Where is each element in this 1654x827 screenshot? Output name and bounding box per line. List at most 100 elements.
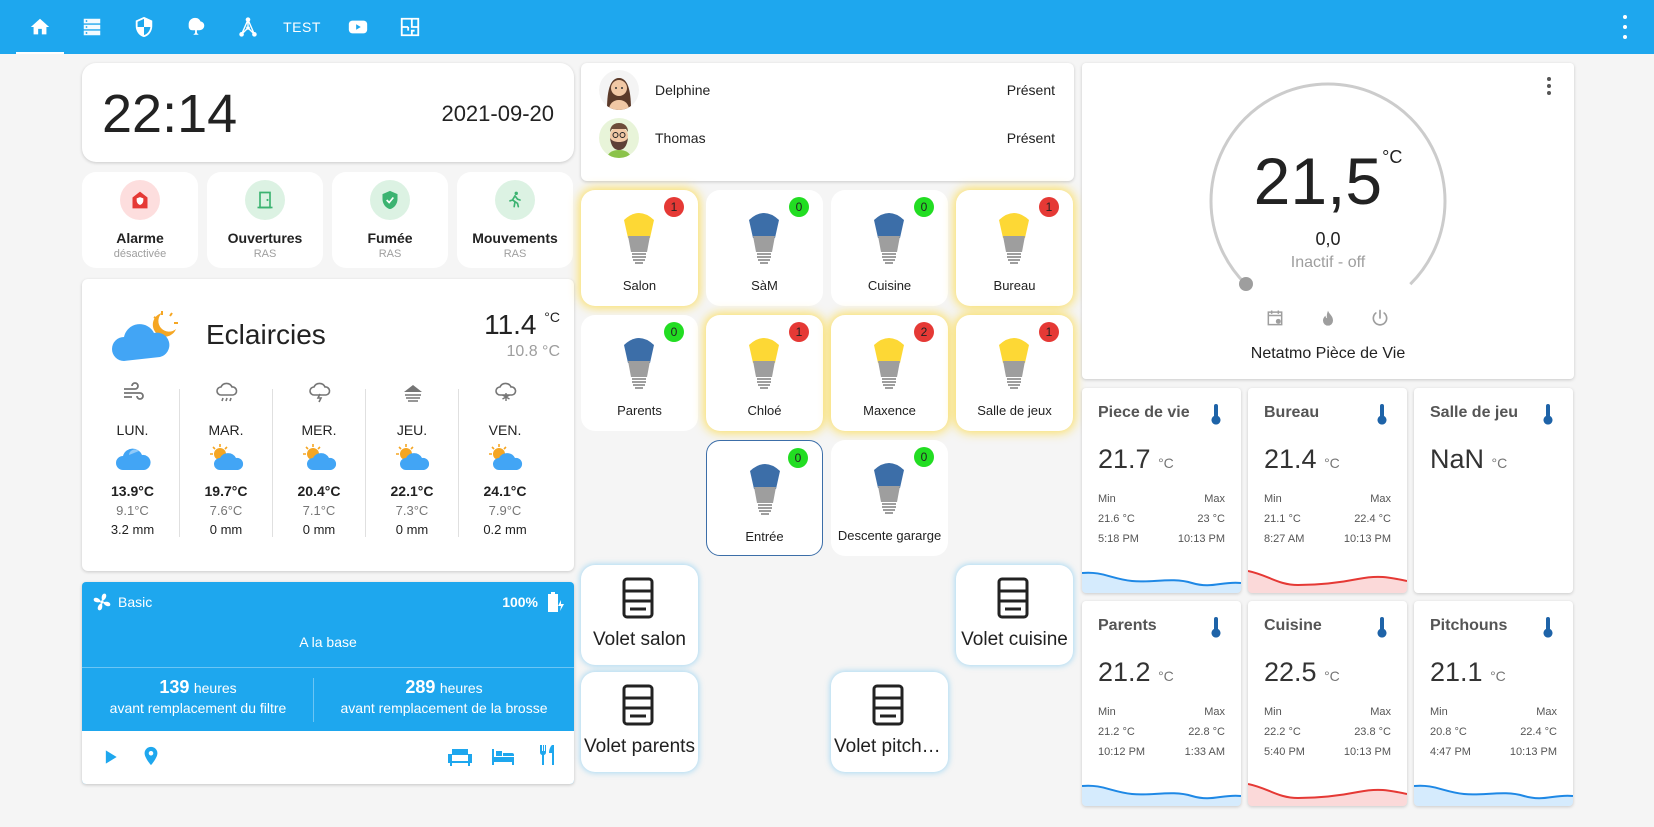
light-tile[interactable]: 0 Entrée: [706, 440, 823, 556]
max-label: Max: [1204, 706, 1225, 718]
avatar: [599, 70, 639, 110]
temperature-sensor-card[interactable]: Parents 21.2 °C Min Max 21.2 °C 22.8 °C 10:12 …: [1082, 601, 1241, 806]
window-shutter-icon: [622, 577, 654, 619]
thermometer-icon: [1211, 404, 1221, 425]
history-graph: [1414, 784, 1573, 806]
clock-time: 22:14: [102, 84, 238, 144]
sensor-name: Piece de vie: [1098, 404, 1190, 421]
shutter-tile[interactable]: Volet parents: [581, 672, 698, 772]
brush-hours: 289: [405, 677, 436, 697]
min-value: 20.8 °C: [1430, 726, 1467, 738]
temperature-sensor-card[interactable]: Bureau 21.4 °C Min Max 21.1 °C 22.4 °C 8:27 AM…: [1248, 388, 1407, 593]
shutter-tile[interactable]: Volet pitchouns: [831, 672, 948, 772]
tab-test[interactable]: TEST: [276, 0, 328, 54]
bed-icon[interactable]: [490, 745, 516, 767]
weather-card[interactable]: Eclaircies 11.4 °C 10.8 °C LUN. 13.9°C 9…: [82, 279, 574, 571]
person-row[interactable]: Thomas Présent: [599, 116, 1055, 160]
schedule-calendar-icon[interactable]: [1265, 308, 1285, 328]
tab-server[interactable]: [66, 0, 118, 54]
forecast-low: 7.6°C: [209, 503, 243, 518]
temperature-sensor-card[interactable]: Cuisine 22.5 °C Min Max 22.2 °C 23.8 °C 5:40 P…: [1248, 601, 1407, 806]
map-marker-icon[interactable]: [140, 744, 162, 768]
sensor-value-number: 21.1: [1430, 657, 1483, 687]
forecast-sun-cloud-icon: [489, 444, 523, 470]
tab-security[interactable]: [118, 0, 170, 54]
thermostat-card: 21,5°C 0,0 Inactif - off Netatmo Pièce d…: [1082, 63, 1574, 379]
vacuum-name: Basic: [118, 594, 153, 610]
sensor-unit: °C: [1158, 455, 1174, 471]
vacuum-status: A la base: [299, 634, 357, 650]
tab-floorplan[interactable]: [384, 0, 436, 54]
forecast-day-label: MAR.: [208, 422, 244, 438]
network-icon: [239, 17, 257, 37]
clock-card: 22:14 2021-09-20: [82, 63, 574, 162]
light-tile[interactable]: 0 Descente gararge: [831, 440, 948, 556]
min-value: 22.2 °C: [1264, 726, 1301, 738]
divider: [82, 667, 574, 668]
light-tile[interactable]: 1 Salon: [581, 190, 698, 306]
utensils-icon[interactable]: [536, 743, 560, 767]
fan-icon: [93, 593, 111, 611]
light-tile[interactable]: 0 Cuisine: [831, 190, 948, 306]
tab-home[interactable]: [16, 0, 64, 54]
sofa-icon[interactable]: [447, 745, 473, 767]
window-shutter-icon: [872, 684, 904, 726]
light-tile[interactable]: 1 Bureau: [956, 190, 1073, 306]
sensor-name: Cuisine: [1264, 617, 1322, 634]
door-icon: [245, 180, 285, 220]
temperature-sensor-card[interactable]: Piece de vie 21.7 °C Min Max 21.6 °C 23 °C 5:1…: [1082, 388, 1241, 593]
sensor-name: Salle de jeu: [1430, 404, 1519, 421]
shutter-tile[interactable]: Volet cuisine: [956, 565, 1073, 665]
thermostat-name: Netatmo Pièce de Vie: [1250, 345, 1406, 362]
max-time: 10:13 PM: [1343, 533, 1391, 545]
tab-youtube[interactable]: [332, 0, 384, 54]
weather-low-temp: 10.8 °C: [506, 343, 560, 360]
forecast-rain: 0 mm: [302, 522, 336, 537]
sensor-unit: °C: [1158, 668, 1174, 684]
forecast-high: 19.7°C: [204, 483, 248, 499]
power-icon[interactable]: [1370, 308, 1390, 328]
light-name: Bureau: [993, 278, 1036, 293]
clock-date: 2021-09-20: [441, 101, 554, 126]
light-tile[interactable]: 1 Salle de jeux: [956, 315, 1073, 431]
light-tile[interactable]: 0 Parents: [581, 315, 698, 431]
server-icon: [83, 18, 101, 36]
lightbulb-icon: [874, 213, 904, 264]
thermostat-target: 0,0: [1315, 229, 1341, 249]
status-openings[interactable]: Ouvertures RAS: [207, 172, 323, 268]
status-smoke-name: Fumée: [367, 230, 413, 246]
person-row[interactable]: Delphine Présent: [599, 68, 1055, 112]
max-label: Max: [1370, 493, 1391, 505]
temperature-sensor-card[interactable]: Pitchouns 21.1 °C Min Max 20.8 °C 22.4 °C 4:47…: [1414, 601, 1573, 806]
min-time: 10:12 PM: [1098, 746, 1146, 758]
light-tile[interactable]: 1 Chloé: [706, 315, 823, 431]
overflow-menu-icon[interactable]: [1620, 15, 1630, 39]
history-graph: [1248, 783, 1407, 806]
thermometer-icon: [1377, 617, 1387, 638]
fire-icon[interactable]: [1318, 308, 1338, 330]
status-openings-name: Ouvertures: [227, 230, 303, 246]
sensor-value: 22.5 °C: [1264, 657, 1340, 688]
more-options-icon[interactable]: [1544, 77, 1554, 95]
temperature-sensor-card[interactable]: Salle de jeu NaN °C: [1414, 388, 1573, 593]
forecast-high: 20.4°C: [297, 483, 341, 499]
status-smoke[interactable]: Fumée RAS: [332, 172, 448, 268]
status-smoke-sub: RAS: [378, 248, 402, 260]
shutter-tile[interactable]: Volet salon: [581, 565, 698, 665]
thermostat-dial[interactable]: [1082, 63, 1574, 379]
thermostat-temp-unit: °C: [1382, 147, 1403, 167]
forecast-day: VEN. 24.1°C 7.9°C 0.2 mm: [458, 382, 551, 537]
sensor-value-number: 21.7: [1098, 444, 1151, 474]
tab-network[interactable]: [222, 0, 274, 54]
light-tile[interactable]: 2 Maxence: [831, 315, 948, 431]
divider: [313, 678, 314, 722]
map-icon: [188, 17, 205, 35]
light-tile[interactable]: 0 SàM: [706, 190, 823, 306]
play-icon[interactable]: [100, 747, 120, 767]
sensor-value: 21.2 °C: [1098, 657, 1174, 688]
min-time: 8:27 AM: [1264, 533, 1305, 545]
status-alarm[interactable]: Alarme désactivée: [82, 172, 198, 268]
status-motion[interactable]: Mouvements RAS: [457, 172, 573, 268]
tab-map[interactable]: [170, 0, 222, 54]
dial-handle[interactable]: [1239, 277, 1253, 291]
